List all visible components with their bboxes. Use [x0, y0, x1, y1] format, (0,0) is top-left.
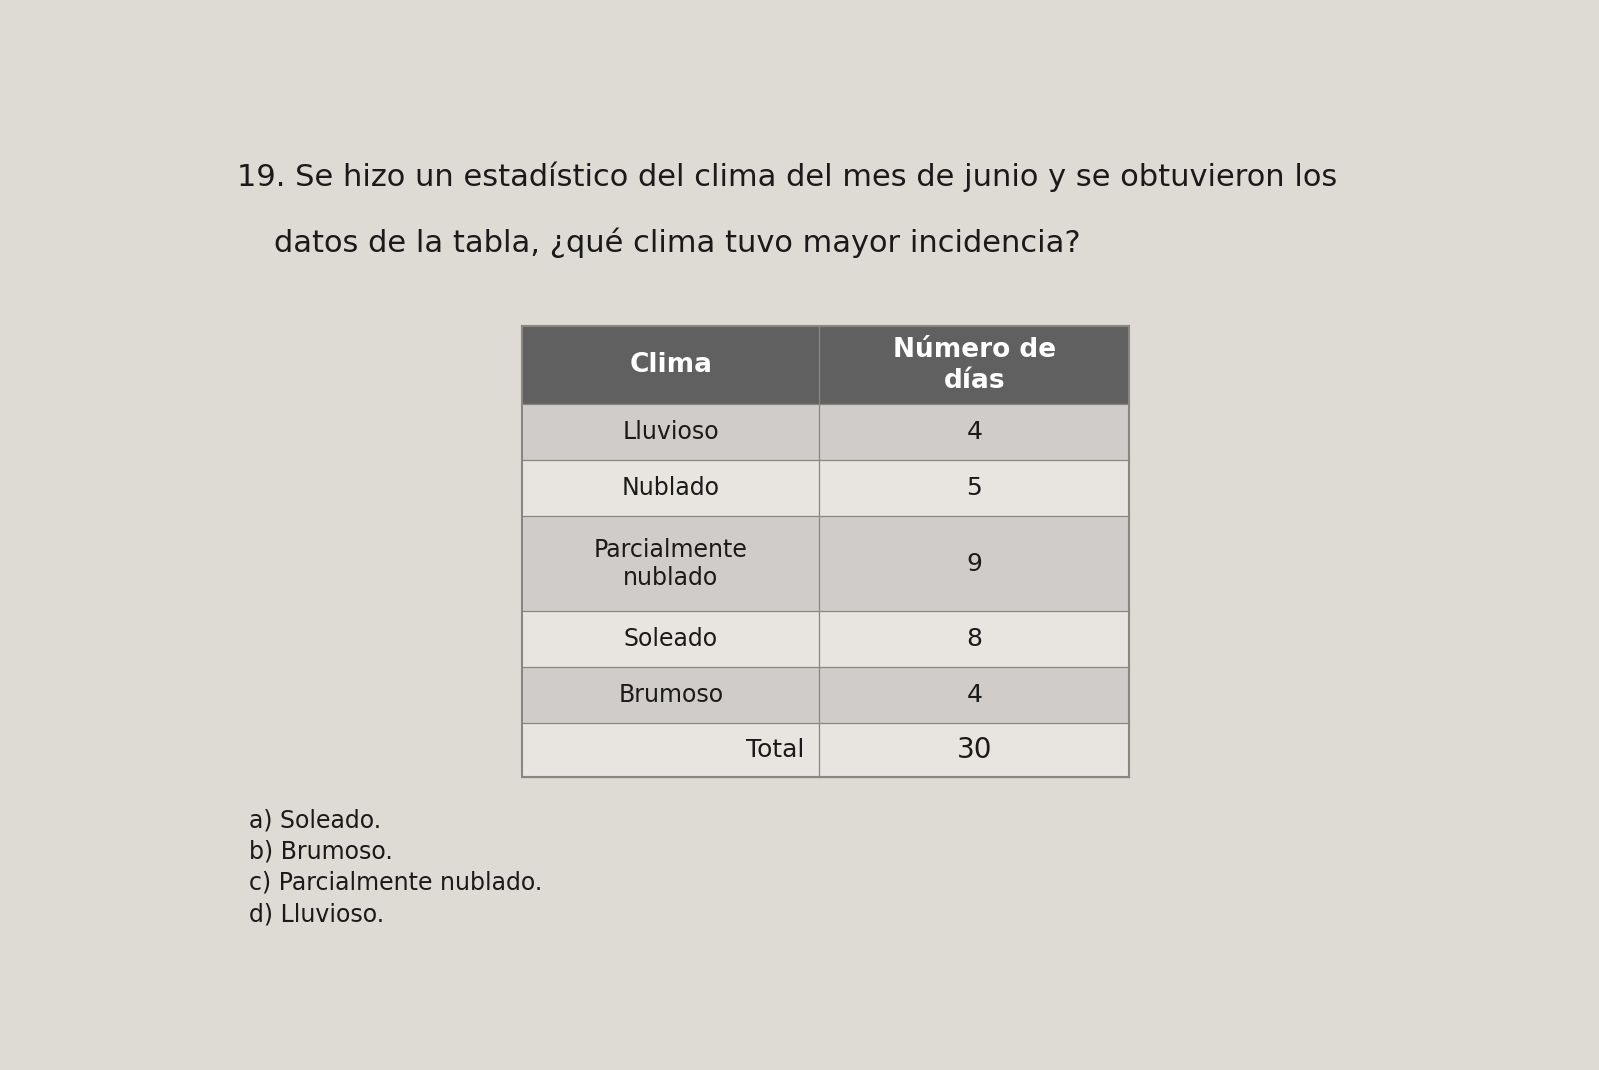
Bar	[521, 326, 1129, 404]
Text: a) Soleado.: a) Soleado.	[249, 808, 382, 832]
Bar	[521, 723, 1129, 777]
Text: 4: 4	[966, 684, 982, 707]
Text: 8: 8	[966, 627, 982, 652]
Text: d) Lluvioso.: d) Lluvioso.	[249, 902, 385, 926]
Text: datos de la tabla, ¿qué clima tuvo mayor incidencia?: datos de la tabla, ¿qué clima tuvo mayor…	[275, 227, 1081, 258]
Text: Soleado: Soleado	[624, 627, 718, 652]
Bar	[521, 460, 1129, 517]
Text: 9: 9	[966, 552, 982, 576]
Bar	[521, 404, 1129, 460]
Text: 5: 5	[966, 476, 982, 501]
Text: c) Parcialmente nublado.: c) Parcialmente nublado.	[249, 871, 542, 895]
Bar	[521, 668, 1129, 723]
Text: Número de
días: Número de días	[892, 337, 1055, 394]
Text: 30: 30	[956, 736, 991, 764]
Text: Lluvioso: Lluvioso	[622, 421, 720, 444]
Text: 19. Se hizo un estadístico del clima del mes de junio y se obtuvieron los: 19. Se hizo un estadístico del clima del…	[237, 162, 1337, 192]
Bar	[521, 611, 1129, 668]
Text: Brumoso: Brumoso	[619, 684, 723, 707]
Bar	[521, 517, 1129, 611]
Text: b) Brumoso.: b) Brumoso.	[249, 840, 393, 863]
Text: Nublado: Nublado	[622, 476, 720, 501]
Text: Total: Total	[747, 738, 804, 762]
Text: 4: 4	[966, 421, 982, 444]
Text: Parcialmente
nublado: Parcialmente nublado	[593, 538, 748, 590]
Text: Clima: Clima	[630, 352, 712, 379]
